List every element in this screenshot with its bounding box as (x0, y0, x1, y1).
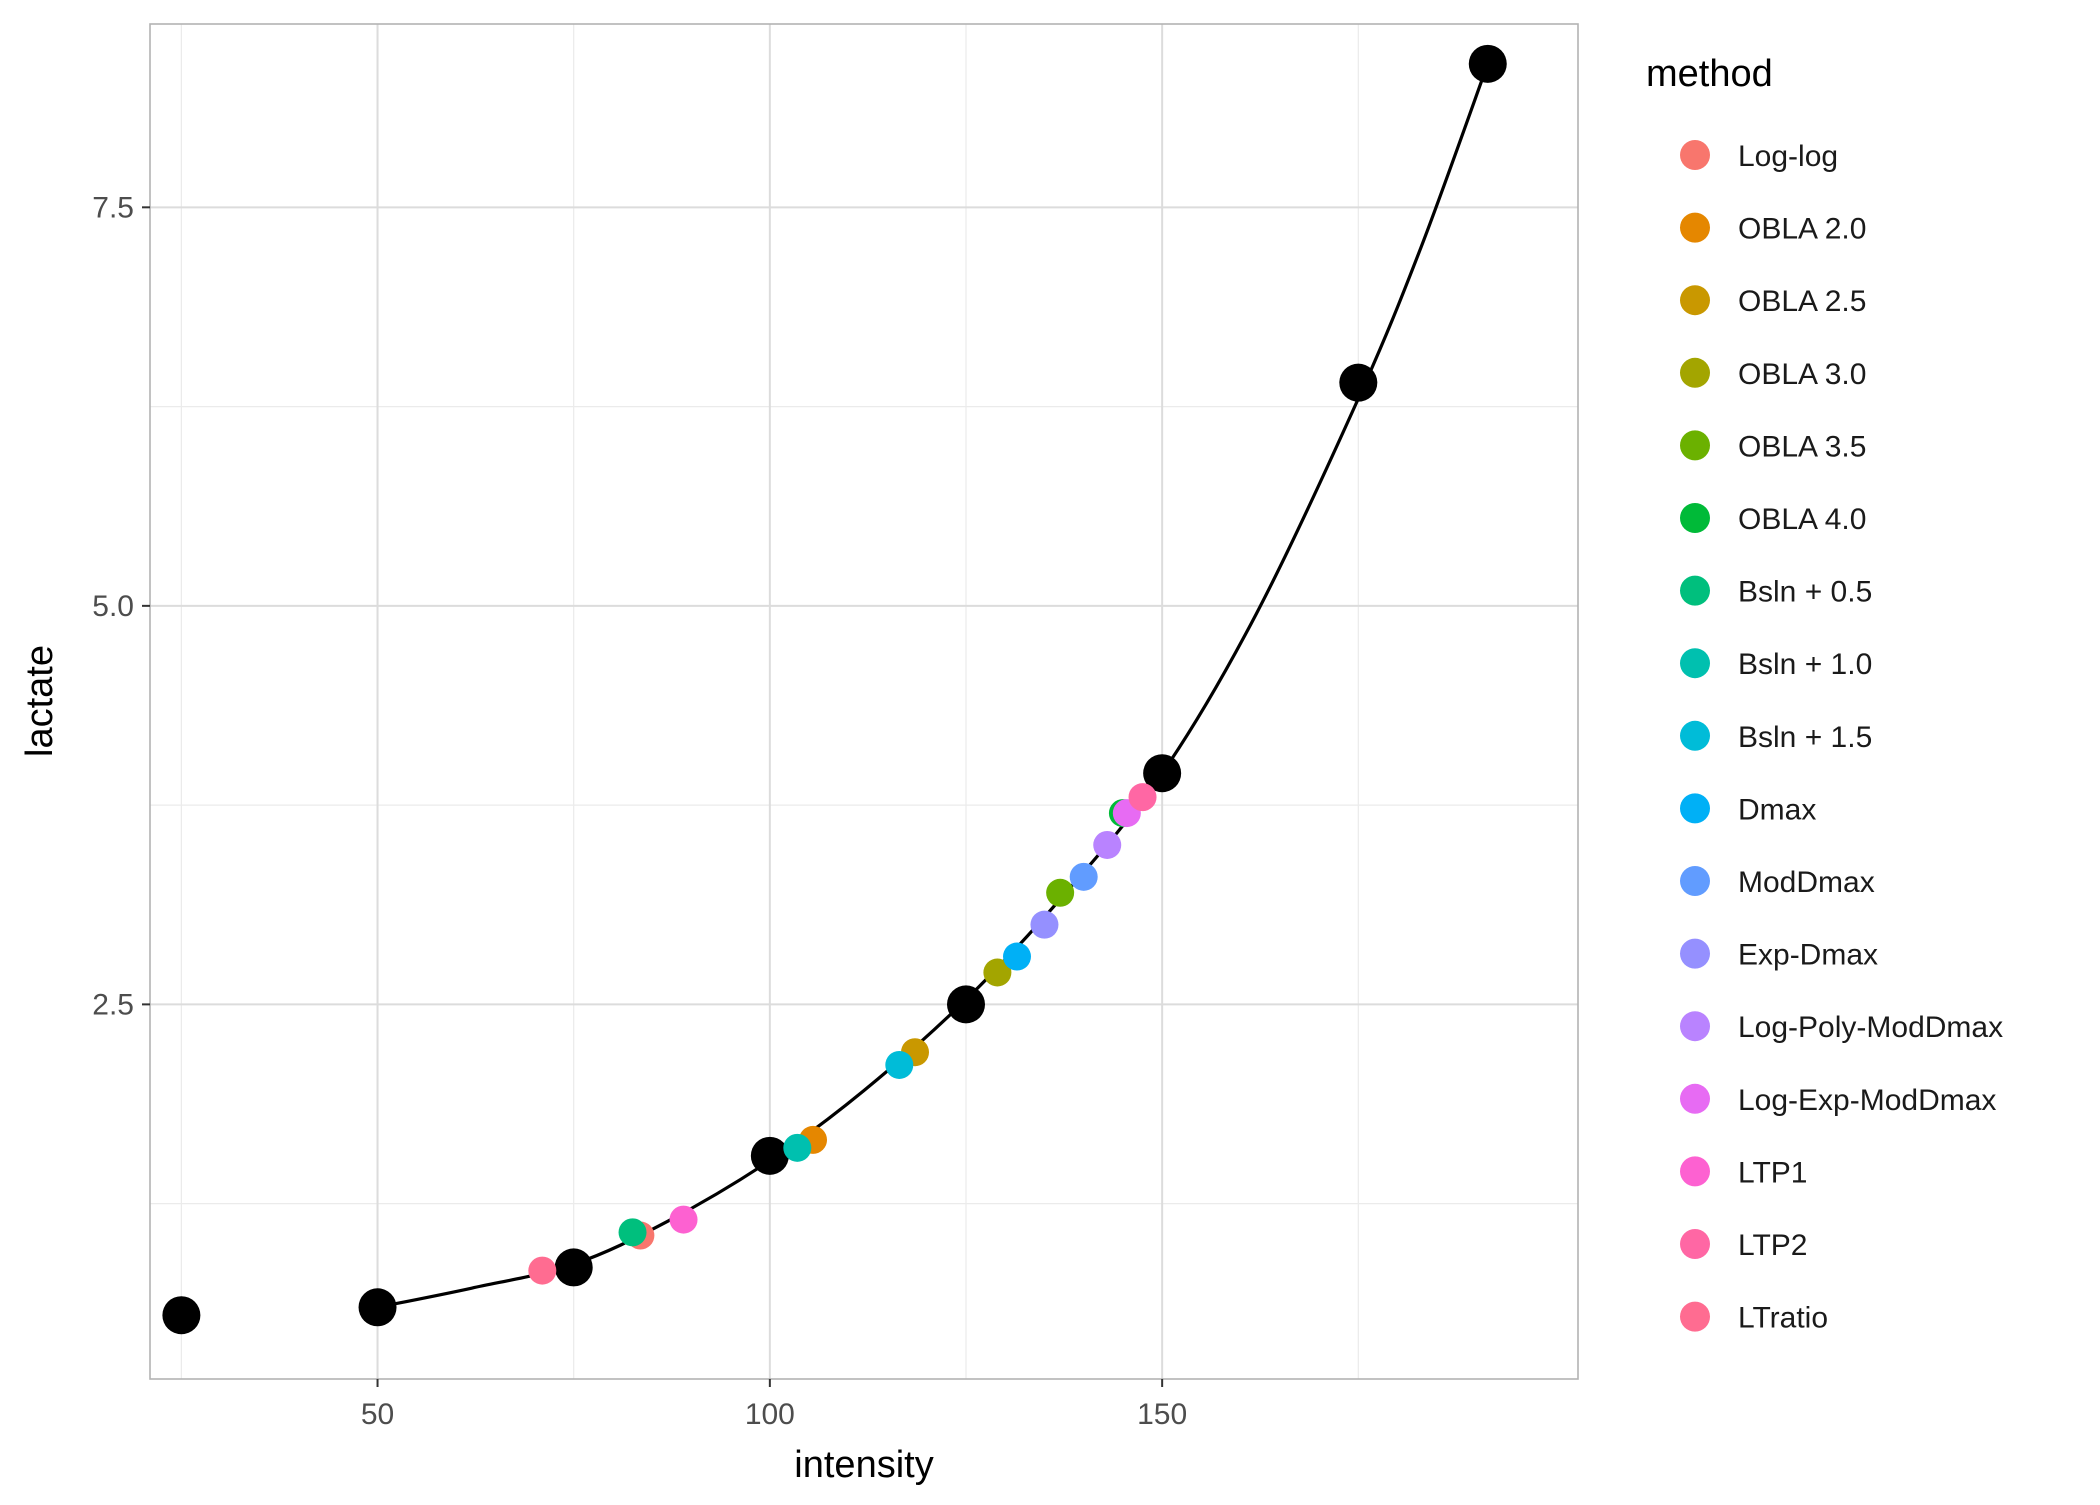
legend-swatch (1680, 793, 1710, 824)
legend-swatch (1680, 140, 1710, 170)
y-tick-label: 5.0 (92, 590, 134, 623)
observed-point (358, 1288, 397, 1327)
y-tick-label: 2.5 (92, 988, 134, 1021)
observed-points-layer (162, 44, 1507, 1335)
legend-swatch (1680, 1301, 1710, 1332)
legend-swatch (1680, 648, 1710, 679)
method-point-ltp2 (1128, 783, 1157, 812)
legend-swatch (1680, 212, 1710, 243)
x-tick-label: 150 (1137, 1398, 1187, 1431)
legend-label: LTratio (1738, 1302, 1828, 1335)
method-point-obla-3-5 (1046, 878, 1075, 907)
legend-label: Dmax (1738, 793, 1816, 826)
observed-point (554, 1248, 593, 1287)
method-point-moddmax (1069, 862, 1098, 891)
legend-title: method (1646, 53, 1773, 95)
observed-point (947, 985, 985, 1024)
legend-label: OBLA 3.0 (1738, 358, 1866, 391)
legend-label: OBLA 3.5 (1738, 430, 1866, 463)
method-point-exp-dmax (1030, 910, 1059, 939)
legend-swatch (1680, 357, 1710, 388)
grid-minor (150, 24, 1578, 1379)
legend-swatch (1680, 430, 1710, 461)
legend-swatch (1680, 1229, 1710, 1259)
method-point-bsln-1-5 (885, 1050, 914, 1079)
observed-point (1143, 754, 1182, 793)
legend-label: LTP1 (1738, 1156, 1807, 1189)
legend-label: Bsln + 1.0 (1738, 648, 1872, 681)
legend-swatch (1680, 575, 1710, 606)
legend-swatch (1680, 1156, 1710, 1187)
observed-point (1339, 363, 1378, 402)
plot-panel (150, 24, 1578, 1379)
legend-label: Log-Poly-ModDmax (1738, 1011, 2003, 1044)
method-point-bsln-1-0 (783, 1133, 812, 1162)
method-point-ltp1 (669, 1205, 698, 1234)
legend-label: Bsln + 1.5 (1738, 721, 1872, 754)
legend-swatch (1680, 720, 1710, 751)
legend-label: Exp-Dmax (1738, 939, 1878, 972)
x-tick-label: 100 (745, 1398, 795, 1431)
legend-label: OBLA 2.5 (1738, 285, 1866, 318)
observed-point (750, 1136, 789, 1175)
legend-swatch (1680, 1011, 1710, 1042)
y-axis-ticks: 2.5 5.0 7.5 (92, 191, 150, 1021)
method-point-obla-3-0 (983, 958, 1012, 987)
method-point-log-poly-moddmax (1093, 830, 1122, 859)
legend-label: Bsln + 0.5 (1738, 576, 1872, 609)
legend-swatch (1680, 285, 1710, 316)
legend-label: Log-log (1738, 140, 1838, 173)
legend: method Log-log OBLA 2.0 OBLA 2.5 OBLA 3.0 OB… (1646, 53, 2003, 1335)
observed-point (1468, 44, 1507, 83)
y-axis-title: lactate (19, 645, 61, 757)
legend-items: Log-log OBLA 2.0 OBLA 2.5 OBLA 3.0 OBLA 3.5 O… (1680, 140, 2003, 1335)
plot-panel-border (149, 23, 1579, 1380)
legend-swatch (1680, 503, 1710, 533)
legend-label: OBLA 2.0 (1738, 213, 1866, 246)
x-axis-ticks: 50 100 150 (361, 1379, 1187, 1431)
observed-point (162, 1296, 201, 1335)
x-tick-label: 50 (361, 1398, 394, 1431)
x-axis-title: intensity (794, 1444, 933, 1486)
method-points-layer (528, 783, 1157, 1285)
legend-swatch (1680, 1083, 1710, 1114)
method-point-ltratio (528, 1256, 557, 1285)
legend-label: Log-Exp-ModDmax (1738, 1084, 1996, 1117)
y-tick-label: 7.5 (92, 191, 134, 224)
legend-swatch (1680, 866, 1710, 896)
legend-swatch (1680, 938, 1710, 969)
legend-label: ModDmax (1738, 866, 1875, 899)
legend-label: LTP2 (1738, 1229, 1807, 1262)
legend-label: OBLA 4.0 (1738, 503, 1866, 536)
method-point-bsln-0-5 (618, 1218, 647, 1247)
method-point-dmax (1003, 942, 1031, 971)
